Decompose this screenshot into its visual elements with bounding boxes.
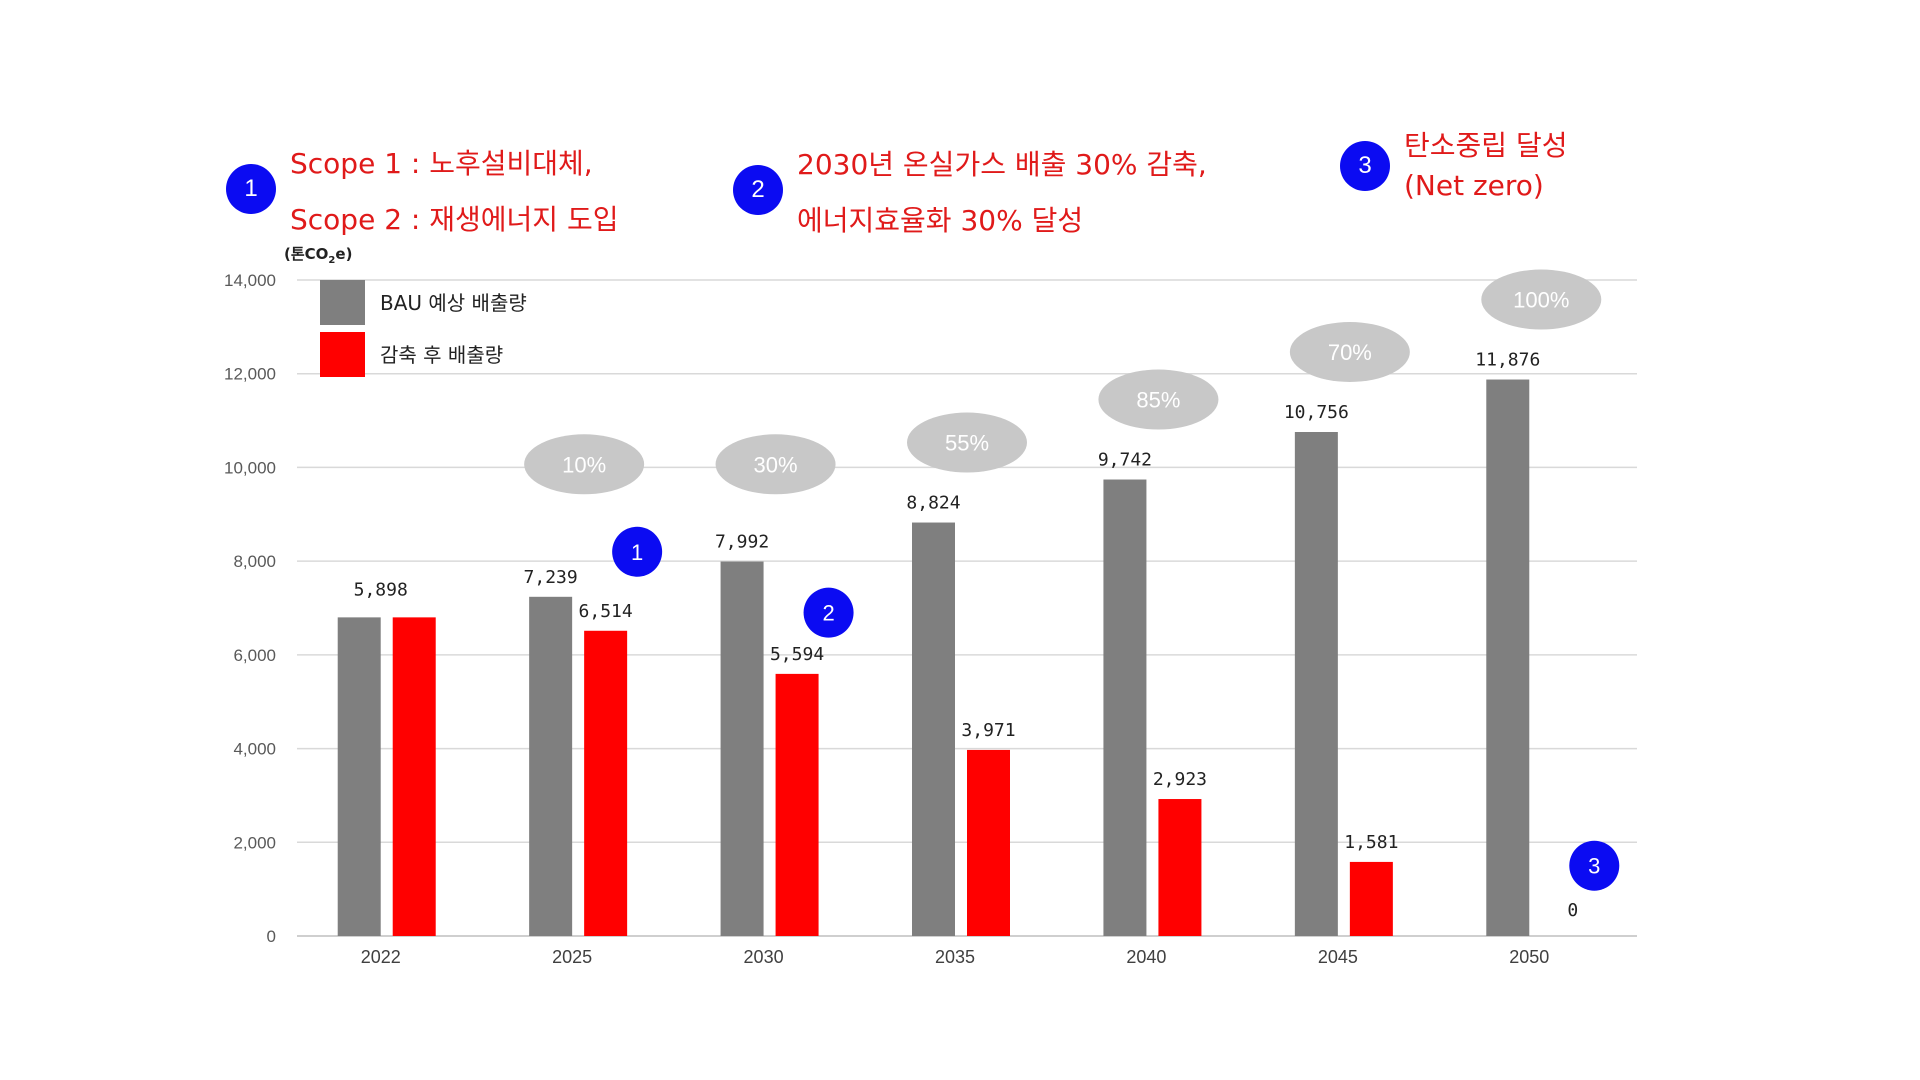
- group-value-label: 5,898: [354, 579, 408, 600]
- x-tick-label: 2022: [361, 947, 401, 967]
- bau-bar: [1294, 432, 1338, 936]
- reduction-rate-label: 30%: [754, 452, 798, 477]
- reduction-bubble: [715, 434, 836, 495]
- step-marker-label: 1: [631, 540, 643, 565]
- legend-swatch: [320, 332, 365, 377]
- x-tick-label: 2025: [552, 947, 592, 967]
- reduction-bubble: [907, 412, 1027, 473]
- step-marker: [803, 587, 854, 638]
- x-tick-label: 2040: [1126, 947, 1166, 967]
- bau-value-label: 9,742: [1098, 450, 1152, 471]
- unit-label: (톤CO2e): [284, 245, 353, 266]
- step-2-text: 2030년 온실가스 배출 30% 감축, 에너지효율화 30% 달성: [797, 137, 1207, 249]
- reduced-value-label: 6,514: [579, 601, 633, 622]
- step-1: 1 Scope 1 : 노후설비대체, Scope 2 : 재생에너지 도입: [226, 130, 618, 248]
- step-3-line-1: 탄소중립 달성: [1404, 129, 1568, 162]
- reduction-rate-label: 55%: [945, 431, 989, 456]
- y-tick-label: 14,000: [224, 271, 276, 290]
- step-2: 2 2030년 온실가스 배출 30% 감축, 에너지효율화 30% 달성: [733, 131, 1207, 249]
- reduction-bubble: [1098, 369, 1219, 430]
- reduced-bar: [1158, 799, 1202, 936]
- step-3-badge: 3: [1340, 141, 1390, 191]
- x-tick-label: 2030: [744, 947, 784, 967]
- reduced-value-label: 1,581: [1344, 832, 1398, 853]
- legend-swatch: [320, 280, 365, 325]
- reduction-rate-label: 70%: [1328, 340, 1372, 365]
- reduced-bar: [584, 630, 628, 936]
- bau-value-label: 7,992: [715, 532, 769, 553]
- step-2-badge: 2: [733, 165, 783, 215]
- x-tick-label: 2045: [1318, 947, 1358, 967]
- step-marker: [1569, 840, 1620, 891]
- reduced-value-label: 2,923: [1153, 769, 1207, 790]
- y-tick-label: 0: [267, 927, 276, 946]
- reduced-bar: [967, 749, 1010, 936]
- reduced-value-label: 0: [1567, 900, 1578, 921]
- x-tick-label: 2050: [1509, 947, 1549, 967]
- reduction-rate-label: 85%: [1136, 388, 1180, 413]
- reduction-bubble: [1289, 322, 1410, 383]
- step-1-line-1: Scope 1 : 노후설비대체,: [290, 147, 593, 180]
- step-2-line-2: 에너지효율화 30% 달성: [797, 204, 1084, 237]
- y-tick-label: 6,000: [233, 646, 276, 665]
- step-2-line-1: 2030년 온실가스 배출 30% 감축,: [797, 148, 1207, 181]
- y-tick-label: 8,000: [233, 552, 276, 571]
- reduced-bar: [392, 617, 436, 936]
- bau-value-label: 7,239: [524, 567, 578, 588]
- reduction-rate-label: 10%: [562, 452, 606, 477]
- bau-value-label: 8,824: [906, 493, 960, 514]
- step-1-text: Scope 1 : 노후설비대체, Scope 2 : 재생에너지 도입: [290, 136, 618, 248]
- y-tick-label: 10,000: [224, 458, 276, 477]
- step-marker-label: 2: [822, 601, 834, 626]
- step-1-badge: 1: [226, 164, 276, 214]
- step-3: 3 탄소중립 달성 (Net zero): [1340, 126, 1567, 206]
- reduction-bubble: [524, 434, 645, 495]
- step-1-line-2: Scope 2 : 재생에너지 도입: [290, 203, 619, 236]
- bau-value-label: 11,876: [1475, 350, 1540, 371]
- step-marker: [612, 526, 663, 577]
- step-3-line-2: (Net zero): [1404, 169, 1544, 202]
- reduced-value-label: 3,971: [961, 720, 1015, 741]
- reduction-bubble: [1481, 269, 1602, 330]
- bau-value-label: 10,756: [1284, 402, 1349, 423]
- bau-bar: [337, 617, 381, 936]
- y-tick-label: 4,000: [233, 740, 276, 759]
- bau-bar: [529, 596, 573, 936]
- reduction-rate-label: 100%: [1513, 288, 1569, 313]
- step-3-text: 탄소중립 달성 (Net zero): [1404, 126, 1567, 206]
- reduced-value-label: 5,594: [770, 644, 824, 665]
- bau-bar: [720, 561, 764, 936]
- y-tick-label: 12,000: [224, 365, 276, 384]
- bau-bar: [1103, 479, 1147, 936]
- bau-bar: [912, 522, 955, 936]
- step-marker-label: 3: [1588, 854, 1600, 879]
- legend-label: 감축 후 배출량: [380, 343, 503, 367]
- reduced-bar: [1349, 861, 1393, 936]
- legend-label: BAU 예상 배출량: [380, 291, 527, 315]
- bau-bar: [1486, 379, 1530, 937]
- reduced-bar: [775, 673, 819, 936]
- x-tick-label: 2035: [935, 947, 975, 967]
- y-tick-label: 2,000: [233, 833, 276, 852]
